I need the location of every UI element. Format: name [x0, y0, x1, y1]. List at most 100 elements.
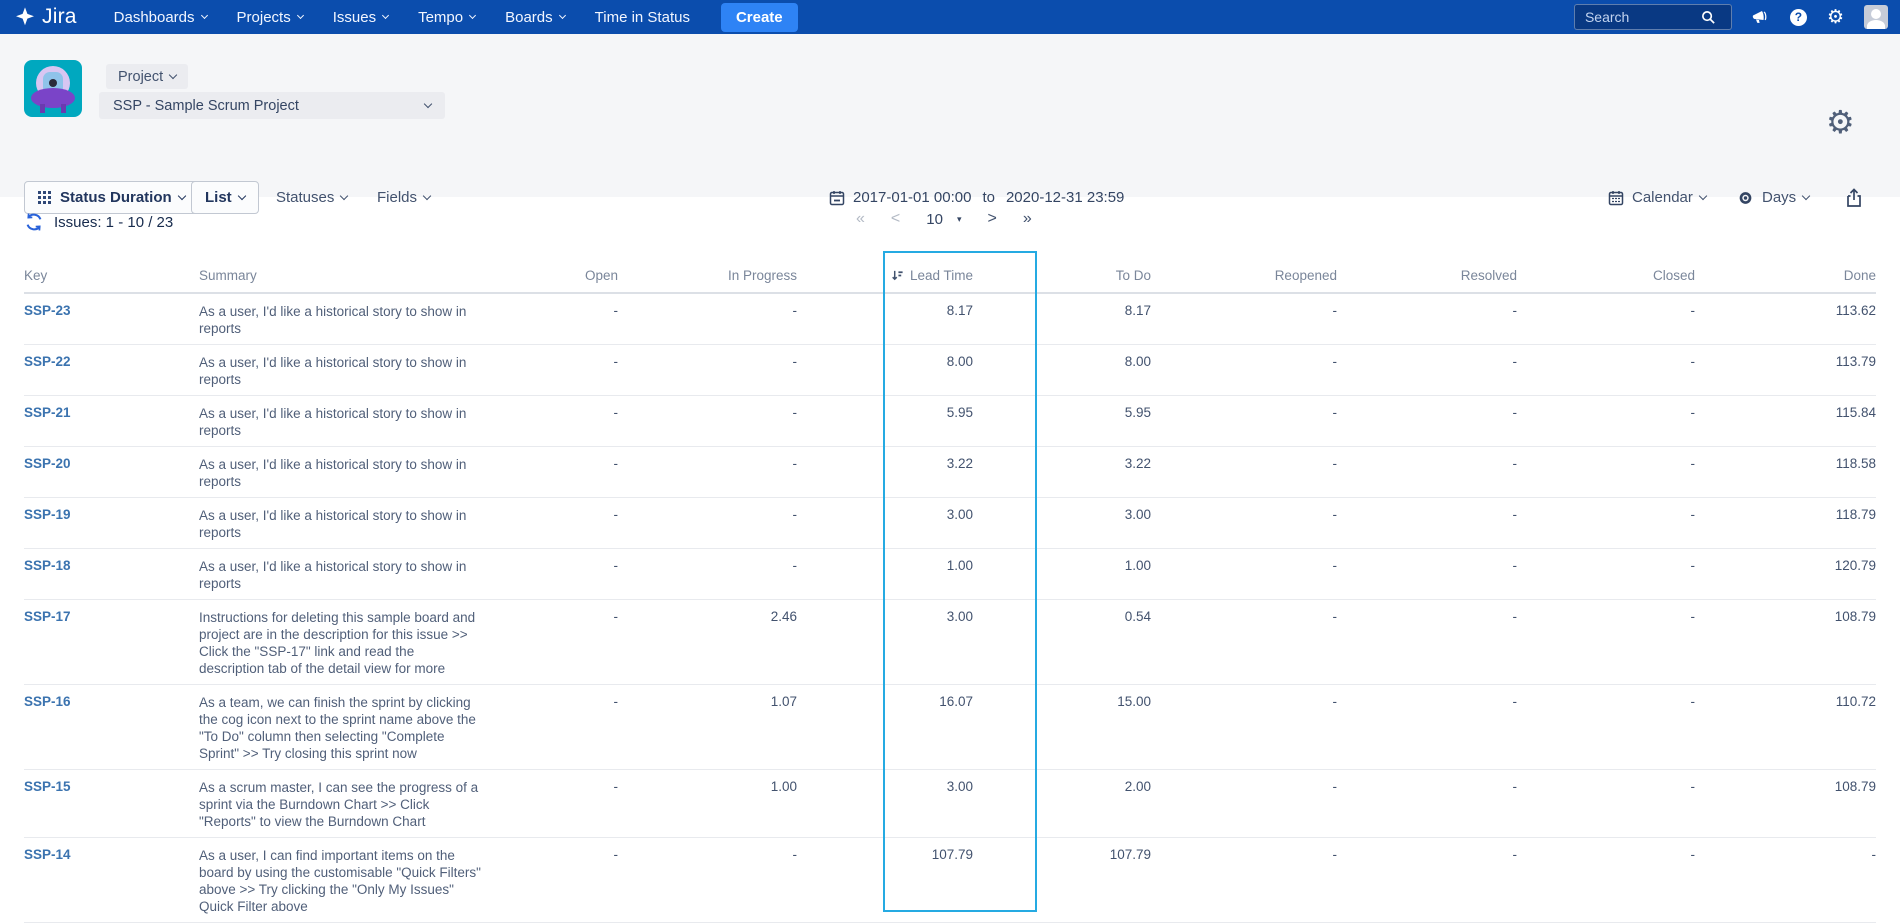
cell-closed: - [1690, 303, 1696, 318]
column-header-in-progress[interactable]: In Progress [727, 268, 797, 283]
column-header-resolved[interactable]: Resolved [1460, 268, 1517, 283]
export-button[interactable] [1845, 181, 1863, 214]
cell-to-do: 3.00 [1124, 507, 1151, 522]
refresh-icon[interactable] [24, 212, 44, 232]
chevron-down-icon [558, 11, 566, 19]
issue-key-link[interactable]: SSP-21 [24, 405, 71, 420]
column-header-lead-time[interactable]: Lead Time [797, 268, 973, 283]
nav-right-cluster: ? ⚙ [1573, 4, 1888, 30]
cell-in-progress: 1.00 [770, 779, 797, 794]
top-navbar: Jira Dashboards Projects Issues Tempo Boards… [0, 0, 1900, 34]
nav-item-time-in-status[interactable]: Time in Status [594, 8, 690, 26]
last-page-button[interactable]: » [1022, 210, 1032, 227]
chevron-down-icon [296, 11, 304, 19]
issue-key-link[interactable]: SSP-22 [24, 354, 71, 369]
nav-menu: Dashboards Projects Issues Tempo Boards Time … [99, 0, 705, 34]
column-header-key[interactable]: Key [24, 268, 48, 283]
megaphone-icon[interactable] [1752, 9, 1770, 25]
issue-key-link[interactable]: SSP-23 [24, 303, 71, 318]
cell-in-progress: - [792, 847, 798, 862]
issue-key-link[interactable]: SSP-20 [24, 456, 71, 471]
date-range-picker[interactable]: 2017-01-01 00:00 to 2020-12-31 23:59 [829, 181, 1124, 214]
calendar-icon [1608, 190, 1624, 206]
cell-open: - [613, 558, 619, 573]
gear-icon[interactable]: ⚙ [1826, 6, 1844, 28]
cell-to-do: 0.54 [1124, 609, 1151, 624]
unit-dropdown[interactable]: Days [1737, 181, 1811, 214]
cell-done: 113.79 [1835, 354, 1876, 369]
eye-icon [1737, 191, 1754, 205]
cell-closed: - [1690, 405, 1696, 420]
nav-item-tempo[interactable]: Tempo [403, 0, 490, 34]
table-row: SSP-21 As a user, I'd like a historical … [24, 396, 1876, 447]
cell-closed: - [1690, 609, 1696, 624]
cell-done: 108.79 [1834, 609, 1876, 624]
issue-key-link[interactable]: SSP-19 [24, 507, 71, 522]
table-row: SSP-23 As a user, I'd like a historical … [24, 294, 1876, 345]
chevron-down-icon [237, 191, 246, 200]
prev-page-button[interactable]: < [890, 210, 901, 227]
scope-dropdown-button[interactable]: Project [106, 64, 189, 89]
nav-item-dashboards[interactable]: Dashboards [99, 0, 222, 34]
issue-summary: As a user, I can find important items on… [199, 848, 481, 914]
chevron-down-icon [168, 70, 178, 79]
cell-to-do: 8.00 [1124, 354, 1151, 369]
project-select[interactable]: SSP - Sample Scrum Project [99, 92, 445, 119]
search-box[interactable] [1573, 4, 1732, 30]
search-icon[interactable] [1701, 10, 1716, 25]
column-header-closed[interactable]: Closed [1652, 268, 1695, 283]
column-header-summary[interactable]: Summary [199, 268, 257, 283]
user-avatar[interactable] [1864, 5, 1888, 29]
sort-icon [891, 269, 904, 282]
settings-gear-icon[interactable]: ⚙ [1826, 104, 1855, 140]
cell-lead-time: 16.07 [939, 694, 973, 709]
cell-open: - [613, 694, 619, 709]
issue-key-link[interactable]: SSP-17 [24, 609, 71, 624]
cell-in-progress: - [792, 354, 798, 369]
issue-key-link[interactable]: SSP-18 [24, 558, 71, 573]
nav-item-boards[interactable]: Boards [490, 0, 580, 34]
cell-reopened: - [1332, 507, 1338, 522]
jira-logo[interactable]: Jira [14, 5, 77, 29]
date-to: 2020-12-31 23:59 [1005, 189, 1125, 206]
column-header-done[interactable]: Done [1843, 268, 1876, 283]
issues-count-label: Issues: 1 - 10 / 23 [54, 213, 174, 231]
issue-key-link[interactable]: SSP-15 [24, 779, 71, 794]
create-button[interactable]: Create [720, 2, 798, 32]
report-type-button[interactable]: Status Duration [24, 181, 199, 214]
column-header-to-do[interactable]: To Do [1115, 268, 1151, 283]
cell-resolved: - [1512, 609, 1518, 624]
next-page-button[interactable]: > [987, 210, 997, 227]
column-header-reopened[interactable]: Reopened [1274, 268, 1337, 283]
first-page-button[interactable]: « [856, 210, 865, 227]
cell-open: - [613, 779, 619, 794]
nav-item-issues[interactable]: Issues [318, 0, 403, 34]
page-size-select[interactable]: 10 ▾ [926, 210, 962, 228]
project-avatar[interactable] [24, 60, 82, 117]
issue-key-link[interactable]: SSP-16 [24, 694, 71, 709]
cell-in-progress: - [792, 405, 798, 420]
statuses-dropdown[interactable]: Statuses [276, 181, 349, 214]
cell-lead-time: 5.95 [946, 405, 973, 420]
issue-summary: As a user, I'd like a historical story t… [199, 355, 467, 387]
chevron-down-icon [382, 11, 390, 19]
cell-open: - [613, 456, 619, 471]
issue-summary: As a scrum master, I can see the progres… [199, 780, 479, 829]
help-icon[interactable]: ? [1789, 8, 1807, 26]
calendar-mode-dropdown[interactable]: Calendar [1608, 181, 1708, 214]
cell-reopened: - [1332, 354, 1338, 369]
cell-open: - [613, 354, 619, 369]
cell-done: 118.58 [1835, 456, 1876, 471]
view-type-button[interactable]: List [191, 181, 259, 214]
date-from: 2017-01-01 00:00 [853, 189, 972, 206]
issue-key-link[interactable]: SSP-14 [24, 847, 71, 862]
fields-dropdown[interactable]: Fields [377, 181, 432, 214]
issue-summary: As a user, I'd like a historical story t… [199, 508, 467, 540]
search-input[interactable] [1582, 8, 1701, 26]
table-row: SSP-22 As a user, I'd like a historical … [24, 345, 1876, 396]
nav-item-projects[interactable]: Projects [222, 0, 318, 34]
chevron-down-icon [340, 191, 349, 200]
cell-reopened: - [1332, 405, 1338, 420]
column-header-open[interactable]: Open [584, 268, 618, 283]
